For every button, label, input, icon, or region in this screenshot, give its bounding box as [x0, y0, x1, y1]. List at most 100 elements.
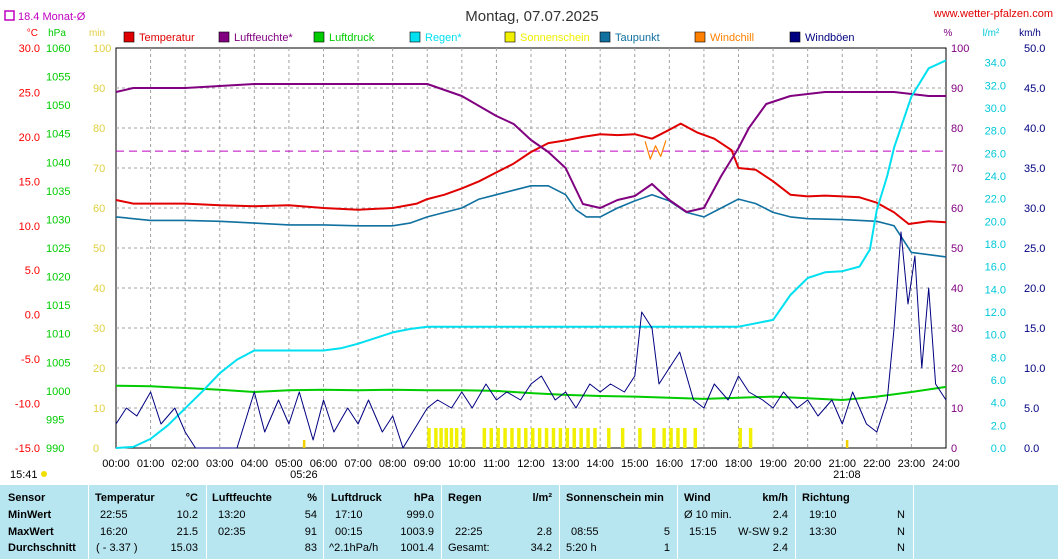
sunshine-bar [449, 428, 454, 448]
right-axis-tick-label: 22.0 [985, 194, 1006, 206]
stats-sun-total: 5:20 h [566, 542, 597, 554]
left-axis-tick-label: 15.0 [19, 176, 40, 188]
right-axis-tick-label: 34.0 [985, 58, 1006, 70]
sunshine-bar [652, 428, 656, 448]
x-axis-tick-label: 14:00 [586, 458, 614, 470]
legend-label: Windchill [710, 32, 754, 44]
monthly-average-label: 18.4 Monat-Ø [18, 11, 86, 23]
series [115, 59, 947, 449]
stats-sensor-head: Sensor [8, 492, 46, 504]
legend-swatch [599, 31, 611, 43]
right-axis-tick-label: 0 [951, 443, 957, 455]
site-link[interactable]: www.wetter-pfalzen.com [933, 8, 1053, 20]
sun-markers [41, 440, 849, 477]
series-line [115, 185, 947, 258]
sun-event-marker [302, 440, 306, 448]
sunshine-bar [662, 428, 666, 448]
left-axis-tick-label: 1005 [46, 357, 70, 369]
axis-units: °C hPa min% l/m² km/h [27, 28, 1041, 39]
x-axis-tick-label: 16:00 [656, 458, 684, 470]
sunshine-bar [669, 428, 673, 448]
right-axis-tick-label: 30 [951, 323, 963, 335]
left-axis-tick-label: 1015 [46, 300, 70, 312]
stats-hum-max-time: 02:35 [218, 526, 246, 538]
right-axis-tick-label: 32.0 [985, 80, 1006, 92]
x-axis-tick-label: 05:00 [275, 458, 303, 470]
axis-unit-label: °C [27, 28, 38, 39]
left-axis-tick-label: 70 [93, 163, 105, 175]
left-axis-tick-label: 1055 [46, 72, 70, 84]
x-axis-tick-label: 23:00 [898, 458, 926, 470]
left-axis-tick-label: 1045 [46, 129, 70, 141]
right-axis-tick-label: 45.0 [1024, 83, 1045, 95]
stats-col-sunshine: Sonnenschein min 08:55 5 5:20 h 1 [559, 485, 678, 559]
axis-unit-label: hPa [48, 28, 66, 39]
right-axis-tick-label: 60 [951, 203, 963, 215]
stats-rain-max-value: 2.8 [536, 526, 552, 538]
stats-col-rain: Regen l/m² 22:25 2.8 Gesamt: 34.2 [441, 485, 560, 559]
stats-press-max-value: 1003.9 [400, 526, 434, 538]
x-axis-tick-label: 18:00 [725, 458, 753, 470]
x-axis-tick-label: 03:00 [206, 458, 234, 470]
x-axis-tick-label: 06:00 [310, 458, 338, 470]
x-axis-tick-label: 20:00 [794, 458, 822, 470]
stats-col-sensor: Sensor MinWert MaxWert Durchschnitt [0, 485, 89, 559]
stats-wind-avg-label: Ø 10 min. [684, 509, 732, 521]
axis-unit-label: % [944, 28, 953, 39]
stats-col-temperature: Temperatur °C 22:55 10.2 16:20 21.5 ( - … [88, 485, 207, 559]
grid [116, 48, 946, 448]
right-axis-tick-label: 14.0 [985, 284, 1006, 296]
stats-hum-min-time: 13:20 [218, 509, 246, 521]
left-axis-tick-label: 995 [46, 414, 64, 426]
x-axis-tick-label: 21:00 [828, 458, 856, 470]
stats-rain-max-time: 22:25 [455, 526, 483, 538]
x-axis-tick-label: 17:00 [690, 458, 718, 470]
left-axes: 30.0 25.0 20.0 15.0 10.0 5.0 0.0 -5.0 -10.0 -15.0… [15, 43, 111, 455]
chart-title: Montag, 07.07.2025 [465, 8, 598, 25]
sunshine-bar [524, 428, 528, 448]
right-axis-tick-label: 18.0 [985, 239, 1006, 251]
right-axis-tick-label: 4.0 [991, 398, 1006, 410]
monthly-average-legend-swatch [4, 10, 15, 21]
right-axis-tick-label: 15.0 [1024, 323, 1045, 335]
stats-wind-max-value: W-SW 9.2 [738, 526, 788, 538]
stats-humidity-head: Luftfeuchte [212, 492, 272, 504]
sunshine-bar [638, 428, 642, 448]
stats-hum-max-value: 91 [304, 526, 317, 538]
legend-label: Windböen [805, 32, 855, 44]
legend-label: Luftfeuchte* [234, 32, 293, 44]
stats-row-label-max: MaxWert [8, 526, 54, 538]
stats-dir-time-2: 13:30 [809, 526, 837, 538]
stats-col-direction: Richtung 19:10 N 13:30 N N [795, 485, 914, 559]
left-axis-tick-label: 0.0 [25, 310, 40, 322]
stats-col-humidity: Luftfeuchte % 13:20 54 02:35 91 83 [206, 485, 324, 559]
stats-col-wind: Wind km/h Ø 10 min. 2.4 15:15 W-SW 9.2 2… [677, 485, 796, 559]
right-axis-tick-label: 25.0 [1024, 243, 1045, 255]
right-axis-tick-label: 50 [951, 243, 963, 255]
right-axis-tick-label: 0.0 [991, 443, 1006, 455]
stats-press-max-time: 00:15 [335, 526, 363, 538]
stats-rain-unit: l/m² [532, 492, 552, 504]
x-axis-tick-label: 19:00 [759, 458, 787, 470]
right-axis-tick-label: 20.0 [985, 216, 1006, 228]
left-axis-tick-label: 1000 [46, 386, 70, 398]
axis-unit-label: l/m² [983, 28, 1000, 39]
stats-temperature-unit: °C [185, 492, 198, 504]
legend-label: Sonnenschein [520, 32, 590, 44]
x-axis-tick-label: 00:00 [102, 458, 130, 470]
axis-unit-label: min [89, 28, 105, 39]
legend-label: Luftdruck [329, 32, 375, 44]
stats-pressure-head: Luftdruck [331, 492, 382, 504]
sunshine-bar [572, 428, 576, 448]
stats-rain-total-label: Gesamt: [448, 542, 490, 554]
right-axis-tick-label: 40 [951, 283, 963, 295]
stats-wind-unit: km/h [762, 492, 788, 504]
stats-temp-avg-value: 15.03 [170, 542, 198, 554]
sun-event-marker [845, 440, 849, 448]
stats-press-avg-value: 1001.4 [400, 542, 434, 554]
sunshine-bar [439, 428, 443, 448]
series-line [644, 140, 667, 160]
left-axis-tick-label: 30 [93, 323, 105, 335]
right-axis-tick-label: 50.0 [1024, 43, 1045, 55]
stats-temp-min-value: 10.2 [176, 509, 198, 521]
